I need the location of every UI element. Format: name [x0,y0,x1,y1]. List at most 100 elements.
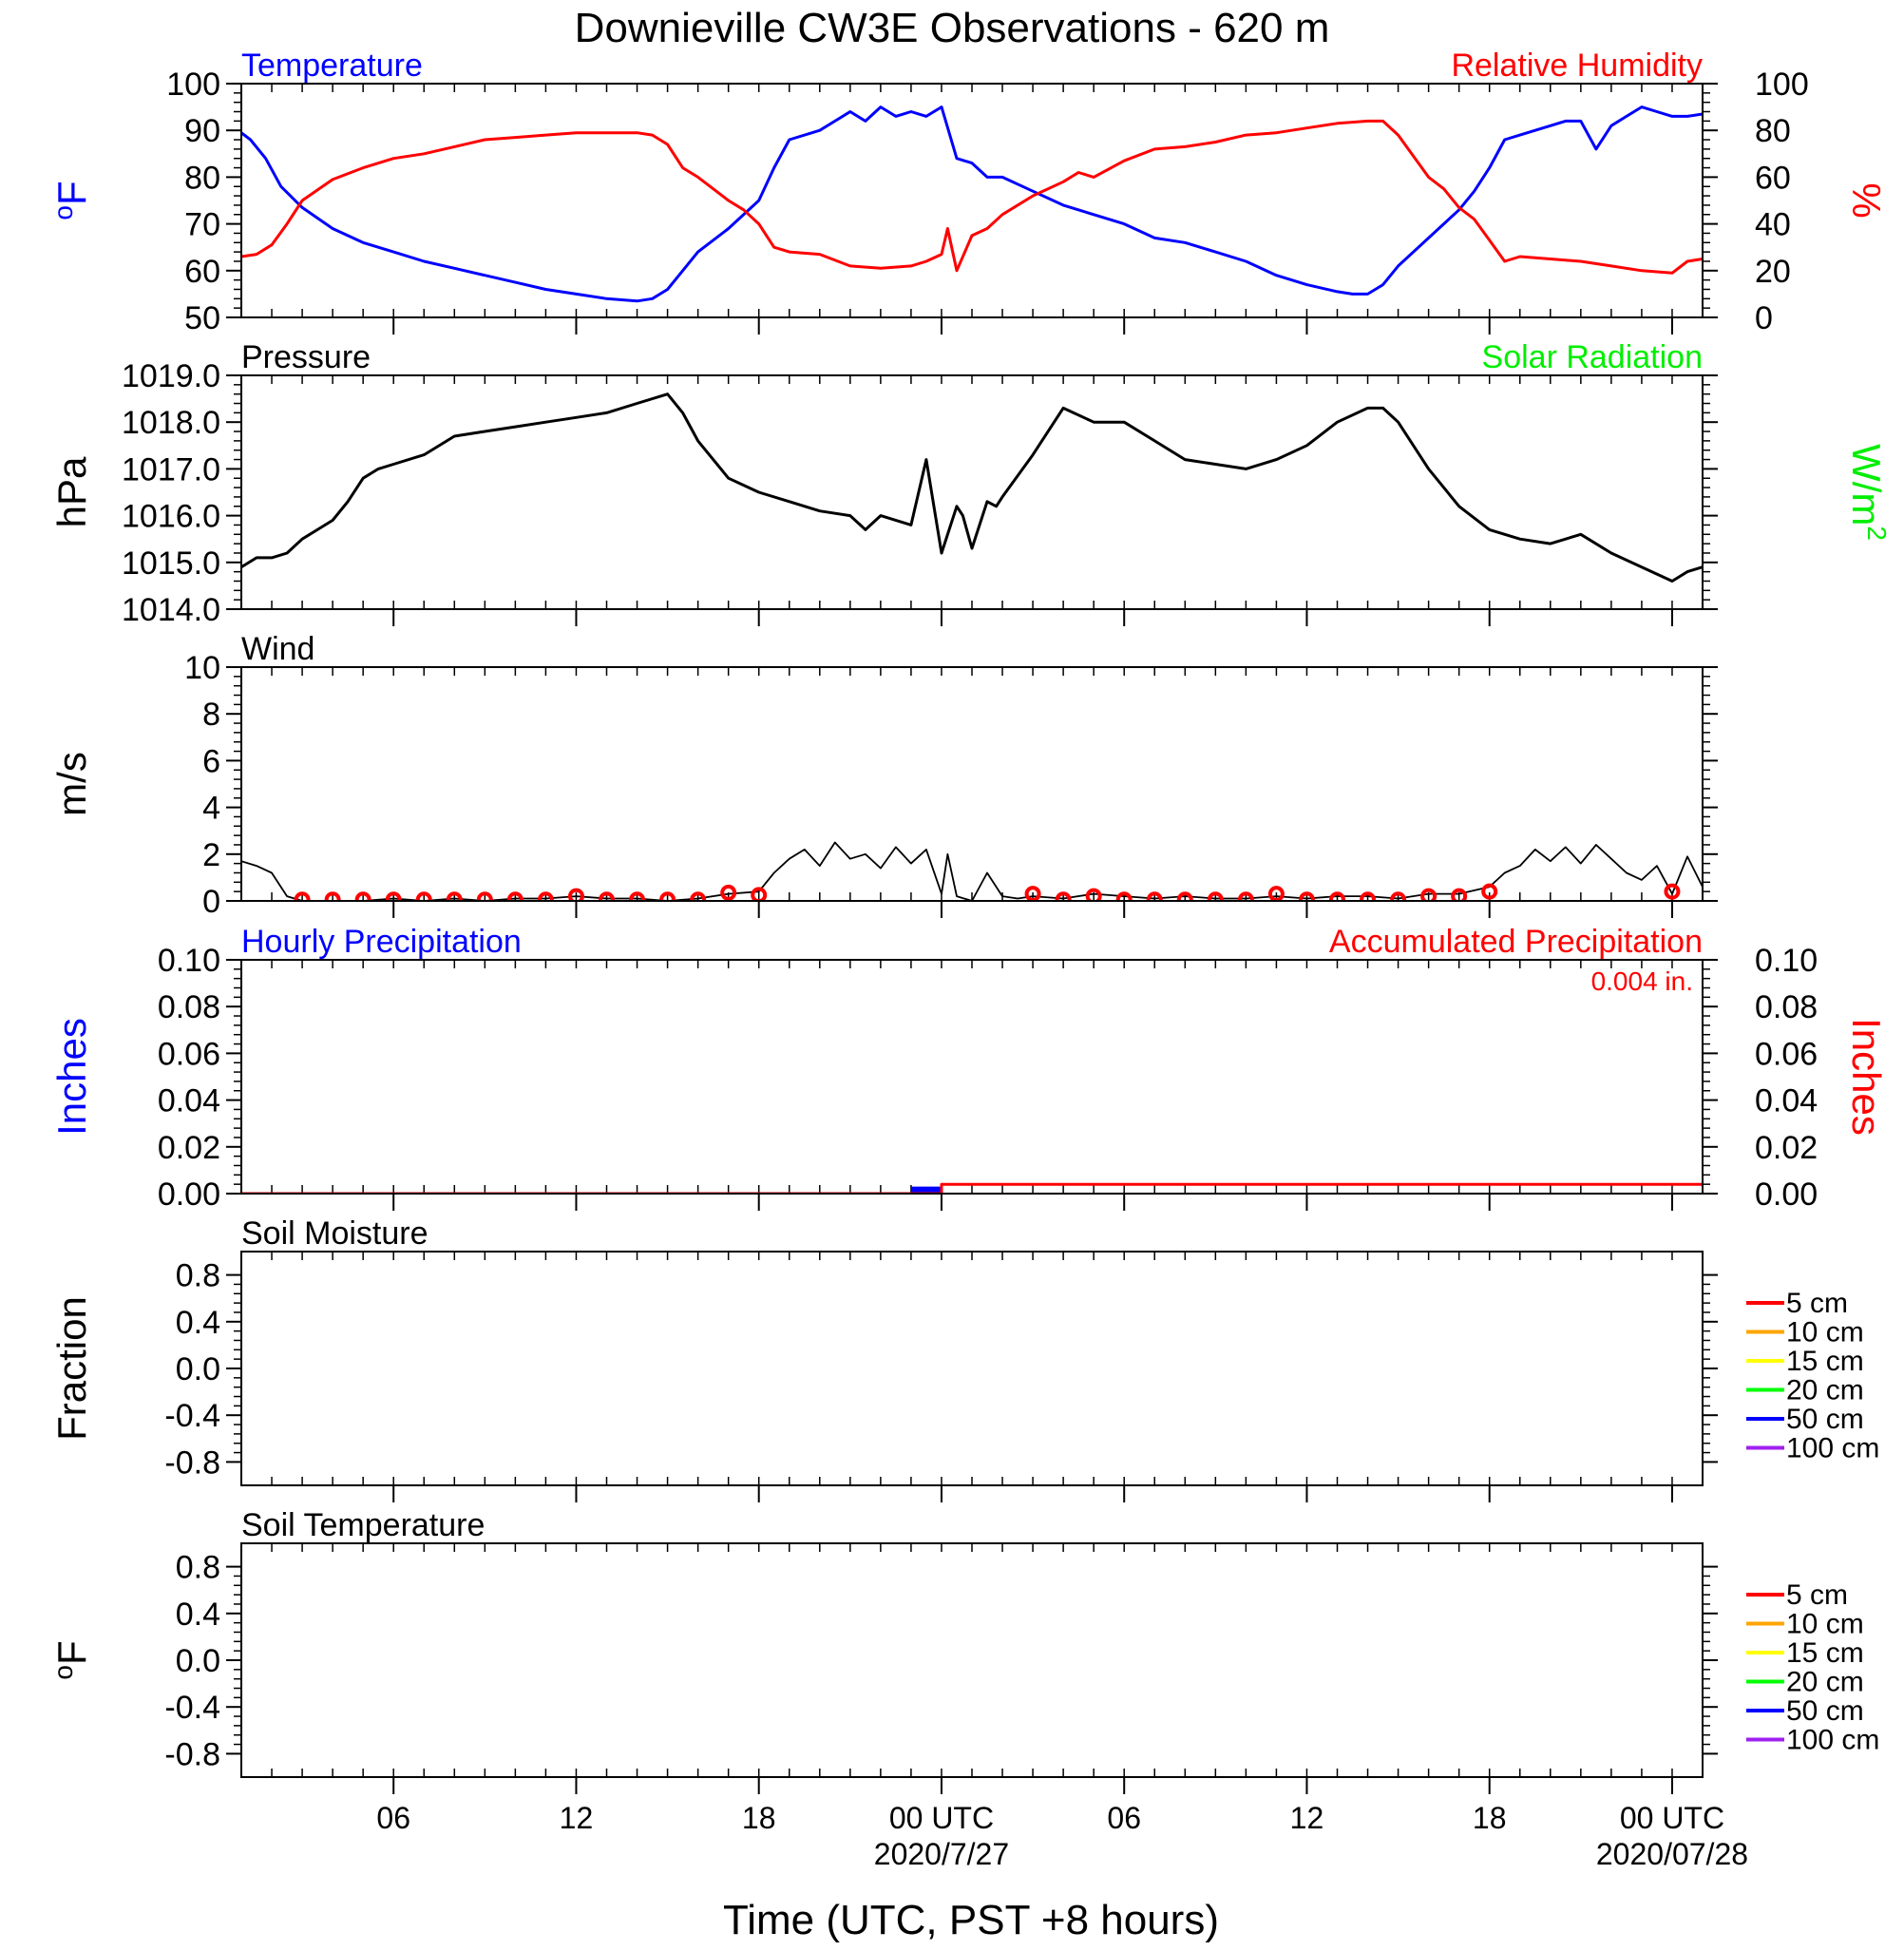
legend-label: 50 cm [1786,1404,1864,1435]
wind-hourly-marker [354,891,371,901]
panel-frame [240,959,1704,1195]
legend-label: 20 cm [1786,1667,1864,1698]
y-axis-label: oF [48,1640,94,1679]
legend-label: 10 cm [1786,1317,1864,1348]
wind-hourly-marker [1055,891,1072,901]
y-right-tick-label: 40 [1755,207,1791,243]
y-tick-label: 8 [202,697,220,733]
wind-hourly-marker [1390,891,1407,901]
y-axis-label: Fraction [49,1296,94,1441]
accumulation-annotation: 0.004 in. [1591,966,1693,996]
panel-frame [240,1542,1704,1778]
y-axis-label: Inches [49,1018,94,1136]
plot-area [241,392,1703,583]
x-tick-label: 18 [1473,1801,1507,1835]
y-tick-label: 6 [202,743,220,779]
wind-hourly-marker [1207,891,1224,901]
legend-label: 5 cm [1786,1579,1848,1611]
x-tick-date: 2020/07/28 [1596,1837,1748,1871]
panel-frame [240,83,1704,318]
x-tick-date: 2020/7/27 [874,1837,1009,1871]
y-axis-label-right: W/m2 [1844,444,1892,541]
wind-hourly-marker [720,884,737,901]
y-tick-label: -0.4 [164,1690,220,1726]
panel-frame [240,666,1704,902]
wind-hourly-marker [1481,883,1498,900]
x-tick-label: 00 UTC [1620,1801,1724,1835]
wind-hourly-marker [1420,888,1438,901]
y-tick-label: -0.4 [164,1398,220,1434]
y-tick-label: 0.02 [158,1130,220,1166]
wind-hourly-marker [294,891,311,901]
wind-hourly-marker [446,891,463,901]
y-tick-label: 90 [184,113,220,149]
y-tick-label: 1014.0 [122,592,220,628]
legend-label: 100 cm [1786,1433,1879,1464]
wind-hourly-marker [1298,891,1315,901]
y-tick-label: 1018.0 [122,405,220,441]
y-tick-label: 0.00 [158,1176,220,1213]
y-right-tick-label: 0.06 [1755,1036,1818,1072]
chart-title: Downieville CW3E Observations - 620 m [575,5,1330,51]
y-right-tick-label: 100 [1755,67,1809,103]
legend-label: 50 cm [1786,1695,1864,1727]
y-tick-label: 60 [184,254,220,290]
series-line [241,1182,1703,1194]
y-right-tick-label: 0 [1755,300,1773,336]
wind-hourly-marker [690,891,707,901]
panel-wind: 0 2 4 6 8 10 Wind m/s [49,631,1718,920]
series-line [241,105,1703,303]
wind-hourly-marker [1146,891,1163,901]
wind-hourly-marker [1085,888,1102,901]
y-tick-label: 0 [202,884,220,920]
panel-title-left: Pressure [241,339,371,375]
y-right-tick-label: 0.08 [1755,989,1818,1025]
wind-hourly-marker [751,887,768,901]
x-tick-label: 06 [376,1801,410,1835]
plot-area [241,105,1703,303]
y-tick-label: 80 [184,160,220,196]
y-tick-label: 0.8 [176,1550,220,1586]
panel-pressure: 1014.0 1015.0 1016.0 1017.0 1018.0 1019.0 Pres… [49,339,1892,628]
precip-bar [910,1186,942,1194]
panel-title-right: Relative Humidity [1451,48,1703,84]
y-axis-label-right: % [1844,182,1889,218]
y-axis-label: hPa [49,456,94,527]
x-tick-label: 12 [1290,1801,1324,1835]
panel-title-left: Temperature [241,48,423,84]
wind-hourly-marker [1176,891,1193,901]
legend-label: 100 cm [1786,1725,1879,1756]
wind-hourly-marker [506,891,524,901]
y-tick-label: 0.06 [158,1036,220,1072]
y-tick-label: -0.8 [164,1444,220,1481]
y-axis-label-right: Inches [1844,1018,1889,1136]
y-tick-label: 50 [184,300,220,336]
panel-precipitation: 0.00 0.02 0.04 0.06 0.08 0.10 0.00 0.02 0.04 0.06… [49,924,1889,1213]
y-tick-label: 1015.0 [122,545,220,582]
legend-label: 20 cm [1786,1375,1864,1406]
panel-frame [240,374,1704,610]
y-right-tick-label: 0.04 [1755,1083,1818,1119]
y-right-tick-label: 80 [1755,113,1791,149]
legend-label: 10 cm [1786,1609,1864,1640]
wind-hourly-marker [599,891,615,901]
panel-title-left: Soil Moisture [241,1215,428,1252]
y-tick-label: 0.04 [158,1083,220,1119]
y-tick-label: 2 [202,837,220,873]
wind-hourly-marker [415,891,432,901]
y-tick-label: 70 [184,207,220,243]
wind-hourly-marker [567,888,584,901]
series-line [241,392,1703,583]
wind-hourly-marker [1451,888,1468,901]
y-tick-label: 0.4 [176,1305,220,1341]
y-tick-label: 0.4 [176,1597,220,1633]
panel-soil-moisture: -0.8 -0.4 0.0 0.4 0.8 Soil Moisture Fraction 5 … [49,1215,1879,1502]
panel-title-left: Hourly Precipitation [241,924,522,960]
y-tick-label: -0.8 [164,1736,220,1772]
wind-hourly-marker [385,891,402,901]
x-tick-label: 00 UTC [889,1801,994,1835]
x-tick-label: 18 [742,1801,776,1835]
wind-hourly-marker [1664,883,1681,900]
